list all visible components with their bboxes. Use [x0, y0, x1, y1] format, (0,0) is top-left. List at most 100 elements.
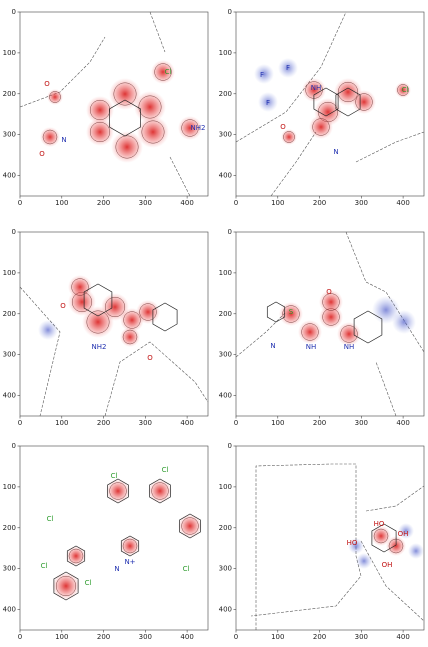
contour	[42, 129, 58, 145]
atom-label: OH	[398, 530, 409, 538]
x-tick-label: 0	[234, 419, 238, 427]
contour	[56, 576, 77, 597]
panel: O N O Cl NH2 0 100 200 300 400 0 100 200 300 400	[3, 8, 209, 207]
x-tick-label: 300	[355, 633, 368, 641]
panel: O NH2 O 0 100 200 300 400 0 100 200 300 400	[3, 228, 209, 427]
contour	[104, 341, 209, 417]
y-tick-label: 200	[219, 90, 232, 98]
x-tick-label: 100	[271, 633, 284, 641]
atom-label: Cl	[47, 515, 54, 523]
atom-label: N+	[124, 558, 135, 566]
contour	[301, 323, 319, 341]
atom-label: Cl	[402, 86, 409, 94]
atom-label: Cl	[162, 466, 169, 474]
contour	[283, 131, 295, 143]
y-tick-label: 400	[219, 606, 232, 614]
y-tick-label: 400	[3, 392, 16, 400]
atom-label: NH2	[92, 343, 107, 351]
y-tick-label: 200	[219, 524, 232, 532]
atom-label: NH	[344, 343, 355, 351]
contour	[154, 63, 172, 81]
atom-label: O	[280, 123, 286, 131]
molecule-ring	[335, 87, 361, 117]
molecule-ring	[53, 571, 79, 601]
y-tick-label: 300	[3, 131, 16, 139]
atom-label: N	[333, 148, 338, 156]
heat-blob	[408, 543, 424, 559]
molecule-ring	[120, 535, 140, 557]
y-tick-label: 0	[228, 228, 232, 236]
contour	[151, 482, 169, 500]
contour	[104, 297, 125, 318]
x-tick-label: 0	[18, 419, 22, 427]
atom-label: O	[39, 150, 45, 158]
contour	[139, 303, 157, 321]
atom-label: O	[60, 302, 66, 310]
contour	[169, 156, 191, 197]
atom-label: Cl	[85, 579, 92, 587]
atom-label: F	[260, 71, 264, 79]
molecule-ring	[179, 513, 201, 539]
atom-label: N	[61, 136, 66, 144]
atom-label: OH	[382, 561, 393, 569]
y-tick-label: 200	[3, 524, 16, 532]
x-tick-label: 100	[55, 633, 68, 641]
x-tick-label: 0	[18, 199, 22, 207]
x-tick-label: 200	[97, 199, 110, 207]
x-tick-label: 0	[234, 199, 238, 207]
heat-blob	[392, 310, 416, 334]
heat-blob	[258, 92, 278, 112]
atom-label: F	[286, 64, 290, 72]
y-tick-label: 100	[219, 483, 232, 491]
panel: HO OH HO OH 0 100 200 300 400 0 100 200 300 400	[219, 442, 425, 641]
y-tick-label: 300	[3, 565, 16, 573]
contour	[375, 361, 397, 417]
x-tick-label: 400	[396, 419, 409, 427]
contour	[122, 538, 138, 554]
x-tick-label: 200	[313, 633, 326, 641]
contour	[270, 131, 317, 197]
atom-label: NH2	[191, 124, 206, 132]
y-tick-label: 0	[228, 442, 232, 450]
contour	[71, 278, 89, 296]
x-tick-label: 300	[139, 419, 152, 427]
y-tick-label: 400	[3, 172, 16, 180]
x-tick-label: 100	[271, 419, 284, 427]
x-tick-label: 400	[396, 199, 409, 207]
contour	[113, 82, 137, 106]
atom-label: O	[147, 354, 153, 362]
atom-label: Cl	[165, 68, 172, 76]
panel: F F F NH Cl O N 0 100 200 300 400 0 100 200 300 400	[219, 8, 425, 207]
heat-blob	[278, 58, 298, 78]
atom-label: HO	[347, 539, 358, 547]
x-tick-label: 100	[55, 199, 68, 207]
y-tick-label: 300	[219, 351, 232, 359]
molecule-ring	[313, 87, 339, 117]
y-tick-label: 200	[219, 310, 232, 318]
atom-label: NH	[306, 343, 317, 351]
contour	[149, 11, 166, 53]
y-tick-label: 300	[219, 565, 232, 573]
contour	[19, 286, 61, 417]
x-tick-label: 300	[355, 419, 368, 427]
heat-blob	[38, 320, 58, 340]
contour	[312, 118, 330, 136]
contour	[122, 329, 138, 345]
x-tick-label: 200	[97, 633, 110, 641]
y-tick-label: 100	[3, 483, 16, 491]
y-tick-label: 200	[3, 310, 16, 318]
atom-label: F	[266, 99, 270, 107]
y-tick-label: 400	[3, 606, 16, 614]
contour	[322, 293, 340, 311]
heat-blob	[356, 553, 372, 569]
molecule-ring	[353, 310, 383, 344]
contour	[49, 91, 61, 103]
contour	[109, 482, 127, 500]
x-tick-label: 0	[18, 633, 22, 641]
atom-label: HO	[374, 520, 385, 528]
molecule-ring	[109, 99, 141, 137]
y-tick-label: 100	[3, 269, 16, 277]
contour	[360, 540, 425, 622]
contour	[355, 93, 373, 111]
contour	[181, 517, 199, 535]
